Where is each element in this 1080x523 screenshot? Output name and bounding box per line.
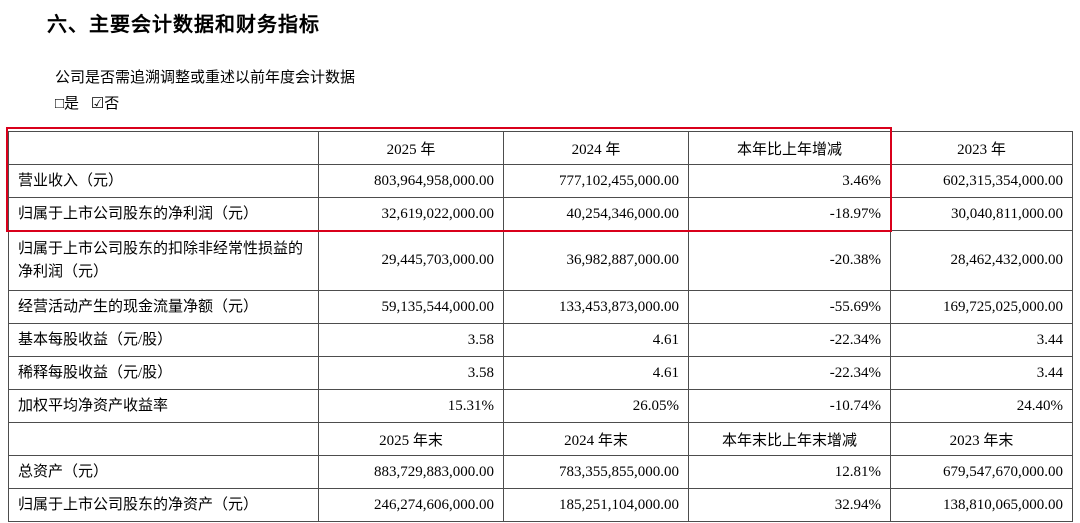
cell-value: 185,251,104,000.00 (503, 488, 689, 522)
cell-value: 24.40% (890, 389, 1073, 423)
table-row-net-profit-excl-nonrecurring: 归属于上市公司股东的扣除非经常性损益的净利润（元） 29,445,703,000… (8, 230, 1073, 291)
header-cell-2023: 2023 年 (890, 131, 1073, 165)
table-row-revenue: 营业收入（元） 803,964,958,000.00 777,102,455,0… (8, 164, 1073, 198)
cell-value: 3.58 (318, 323, 504, 357)
header-cell-2023-end: 2023 年末 (890, 422, 1073, 456)
cell-value: 29,445,703,000.00 (318, 230, 504, 291)
cell-value: -22.34% (688, 356, 891, 390)
cell-value: 30,040,811,000.00 (890, 197, 1073, 231)
cell-value: 4.61 (503, 323, 689, 357)
table-row-operating-cash-flow: 经营活动产生的现金流量净额（元） 59,135,544,000.00 133,4… (8, 290, 1073, 324)
header-cell-yearend-change: 本年末比上年末增减 (688, 422, 891, 456)
table-row-weighted-avg-roe: 加权平均净资产收益率 15.31% 26.05% -10.74% 24.40% (8, 389, 1073, 423)
cell-value: 777,102,455,000.00 (503, 164, 689, 198)
cell-value: 28,462,432,000.00 (890, 230, 1073, 291)
checkbox-no: ☑否 (90, 96, 120, 112)
cell-value: 679,547,670,000.00 (890, 455, 1073, 489)
cell-value: 3.58 (318, 356, 504, 390)
row-label: 基本每股收益（元/股） (8, 323, 319, 357)
financial-indicators-table: 2025 年 2024 年 本年比上年增减 2023 年 营业收入（元） 803… (8, 131, 1073, 522)
header-cell-blank (8, 131, 319, 165)
cell-value: -22.34% (688, 323, 891, 357)
cell-value: 783,355,855,000.00 (503, 455, 689, 489)
section-title: 六、主要会计数据和财务指标 (47, 14, 320, 36)
row-label: 归属于上市公司股东的扣除非经常性损益的净利润（元） (8, 230, 319, 291)
cell-value: -55.69% (688, 290, 891, 324)
table-row-net-profit: 归属于上市公司股东的净利润（元） 32,619,022,000.00 40,25… (8, 197, 1073, 231)
cell-value: 32.94% (688, 488, 891, 522)
row-label: 经营活动产生的现金流量净额（元） (8, 290, 319, 324)
cell-value: 36,982,887,000.00 (503, 230, 689, 291)
header-cell-blank (8, 422, 319, 456)
cell-value: 12.81% (688, 455, 891, 489)
table-row-basic-eps: 基本每股收益（元/股） 3.58 4.61 -22.34% 3.44 (8, 323, 1073, 357)
row-label: 归属于上市公司股东的净资产（元） (8, 488, 319, 522)
row-label: 稀释每股收益（元/股） (8, 356, 319, 390)
table-row-net-assets: 归属于上市公司股东的净资产（元） 246,274,606,000.00 185,… (8, 488, 1073, 522)
cell-value: 138,810,065,000.00 (890, 488, 1073, 522)
cell-value: -10.74% (688, 389, 891, 423)
cell-value: -18.97% (688, 197, 891, 231)
cell-value: 32,619,022,000.00 (318, 197, 504, 231)
cell-value: 169,725,025,000.00 (890, 290, 1073, 324)
header-cell-2025-end: 2025 年末 (318, 422, 504, 456)
cell-value: 4.61 (503, 356, 689, 390)
header-cell-2025: 2025 年 (318, 131, 504, 165)
cell-value: 40,254,346,000.00 (503, 197, 689, 231)
table-header-period: 2025 年 2024 年 本年比上年增减 2023 年 (8, 131, 1073, 165)
cell-value: 133,453,873,000.00 (503, 290, 689, 324)
row-label: 归属于上市公司股东的净利润（元） (8, 197, 319, 231)
table-header-yearend: 2025 年末 2024 年末 本年末比上年末增减 2023 年末 (8, 422, 1073, 456)
header-cell-2024-end: 2024 年末 (503, 422, 689, 456)
cell-value: 59,135,544,000.00 (318, 290, 504, 324)
cell-value: 3.46% (688, 164, 891, 198)
cell-value: -20.38% (688, 230, 891, 291)
header-cell-2024: 2024 年 (503, 131, 689, 165)
cell-value: 803,964,958,000.00 (318, 164, 504, 198)
cell-value: 3.44 (890, 323, 1073, 357)
row-label: 加权平均净资产收益率 (8, 389, 319, 423)
cell-value: 26.05% (503, 389, 689, 423)
row-label: 总资产（元） (8, 455, 319, 489)
cell-value: 246,274,606,000.00 (318, 488, 504, 522)
cell-value: 883,729,883,000.00 (318, 455, 504, 489)
restatement-options: □是 ☑否 (55, 92, 127, 113)
checkbox-yes: □是 (55, 96, 80, 112)
cell-value: 602,315,354,000.00 (890, 164, 1073, 198)
cell-value: 3.44 (890, 356, 1073, 390)
row-label: 营业收入（元） (8, 164, 319, 198)
cell-value: 15.31% (318, 389, 504, 423)
header-cell-yoy-change: 本年比上年增减 (688, 131, 891, 165)
table-row-diluted-eps: 稀释每股收益（元/股） 3.58 4.61 -22.34% 3.44 (8, 356, 1073, 390)
restatement-question: 公司是否需追溯调整或重述以前年度会计数据 (55, 70, 356, 86)
table-row-total-assets: 总资产（元） 883,729,883,000.00 783,355,855,00… (8, 455, 1073, 489)
